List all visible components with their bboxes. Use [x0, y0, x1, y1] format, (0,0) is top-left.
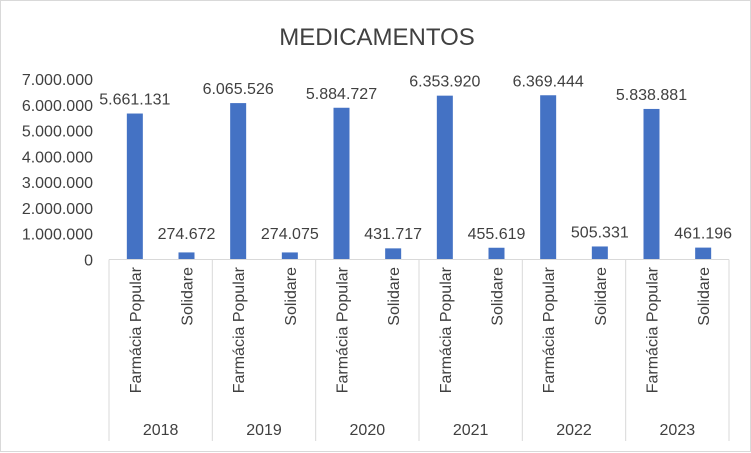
- y-tick-label: 1.000.000: [22, 227, 93, 244]
- y-tick-label: 5.000.000: [22, 124, 93, 141]
- bar: [333, 107, 350, 260]
- data-label: 6.065.526: [203, 81, 274, 98]
- y-tick-label: 3.000.000: [22, 175, 93, 192]
- y-tick-label: 4.000.000: [22, 149, 93, 166]
- x-category-label: Farmácia Popular: [231, 266, 248, 393]
- x-category-label: Farmácia Popular: [438, 266, 455, 393]
- bar: [178, 252, 195, 260]
- x-group-label: 2021: [453, 422, 489, 439]
- x-category-label: Farmácia Popular: [541, 266, 558, 393]
- data-label: 431.717: [364, 226, 422, 243]
- x-group-label: 2022: [556, 422, 592, 439]
- data-label: 6.353.920: [409, 74, 480, 91]
- data-label: 5.661.131: [99, 92, 170, 109]
- x-category-label: Farmácia Popular: [335, 266, 352, 393]
- data-label: 455.619: [468, 226, 526, 243]
- x-group-label: 2023: [660, 422, 696, 439]
- bar: [126, 113, 143, 260]
- bar: [591, 246, 608, 260]
- data-label: 274.672: [158, 226, 216, 243]
- data-labels: 5.661.131 274.672 6.065.526 274.075 5.884.72…: [99, 73, 732, 243]
- x-category-label: Solidare: [696, 267, 713, 326]
- bar: [643, 108, 660, 260]
- x-axis: Farmácia Popular Solidare 2018 Farmácia Pop…: [108, 259, 730, 441]
- y-tick-label: 2.000.000: [22, 201, 93, 218]
- x-category-label: Solidare: [180, 267, 197, 326]
- data-label: 5.838.881: [616, 87, 687, 104]
- x-group-label: 2020: [350, 422, 386, 439]
- bar: [436, 95, 453, 260]
- chart-title: MEDICAMENTOS: [279, 24, 475, 51]
- x-category-label: Farmácia Popular: [645, 266, 662, 393]
- x-category-label: Solidare: [283, 267, 300, 326]
- y-tick-label: 0: [84, 253, 93, 270]
- y-tick-label: 7.000.000: [22, 72, 93, 89]
- bars: [126, 95, 712, 260]
- y-axis: 0 1.000.000 2.000.000 3.000.000 4.000.000 5.0…: [22, 72, 93, 270]
- bar: [488, 247, 505, 260]
- bar: [385, 248, 402, 260]
- x-group-label: 2019: [246, 422, 282, 439]
- y-tick-label: 6.000.000: [22, 98, 93, 115]
- bar: [695, 247, 712, 260]
- x-category-label: Solidare: [490, 267, 507, 326]
- x-category-label: Solidare: [593, 267, 610, 326]
- x-group-label: 2018: [143, 422, 179, 439]
- data-label: 5.884.727: [306, 86, 377, 103]
- data-label: 461.196: [674, 226, 732, 243]
- x-category-label: Solidare: [386, 267, 403, 326]
- bar: [540, 95, 557, 260]
- data-label: 505.331: [571, 224, 629, 241]
- bar: [281, 252, 298, 260]
- data-label: 274.075: [261, 226, 319, 243]
- bar: [230, 103, 247, 260]
- data-label: 6.369.444: [513, 73, 584, 90]
- x-category-label: Farmácia Popular: [128, 266, 145, 393]
